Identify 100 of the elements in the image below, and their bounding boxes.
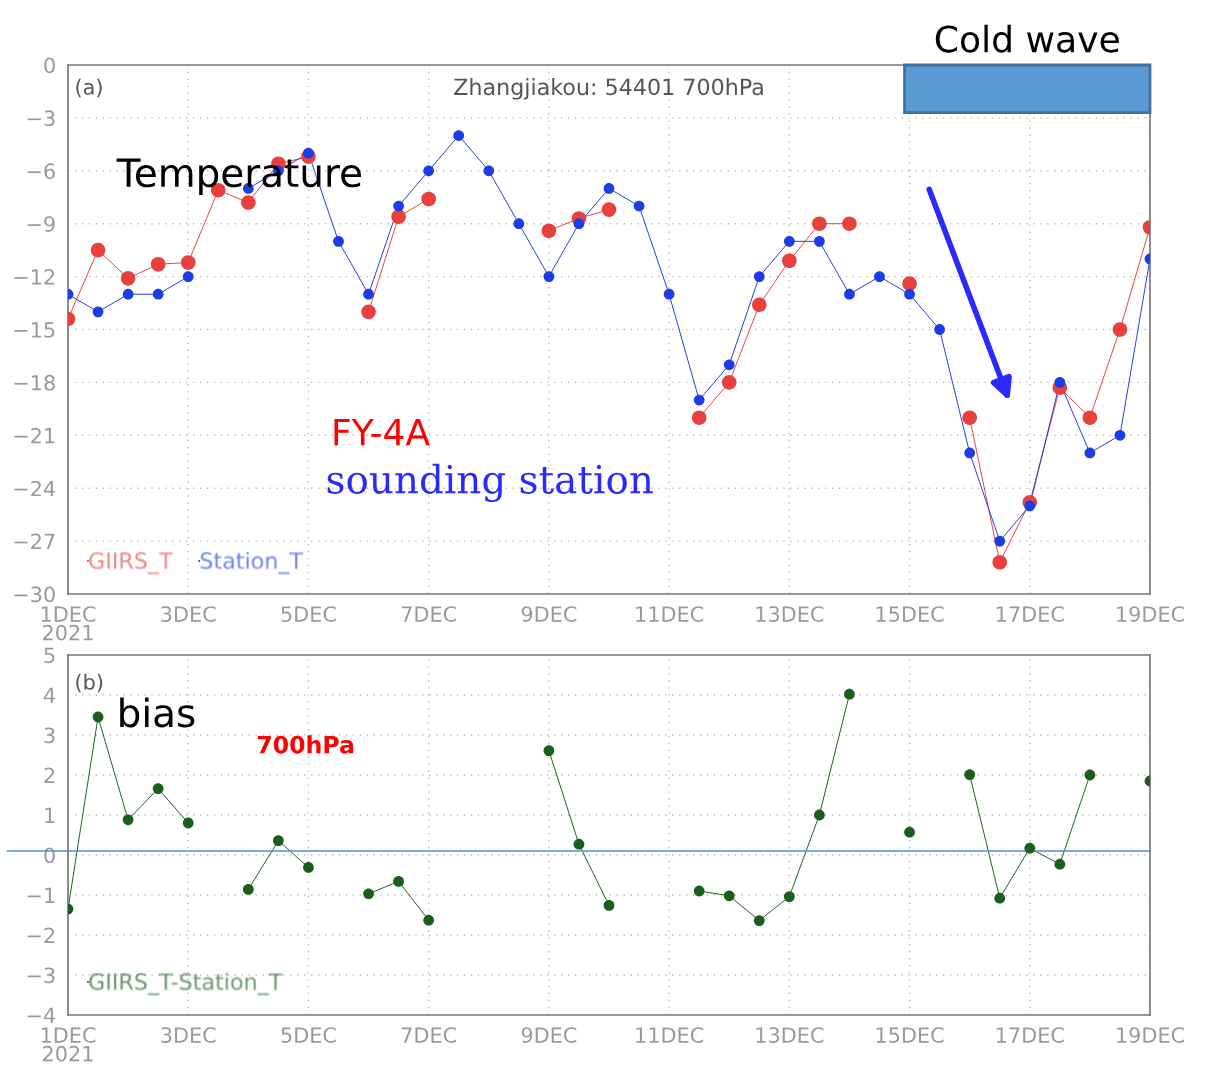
point: [303, 147, 314, 159]
point: [751, 297, 767, 313]
x-tick-label: 3DEC: [161, 1027, 216, 1043]
point: [423, 914, 435, 926]
point: [994, 892, 1006, 904]
point: [874, 271, 885, 282]
y-tick-label: −9: [27, 216, 55, 232]
point: [333, 235, 344, 247]
point: [242, 884, 254, 895]
y-tick-label: −6: [27, 163, 55, 180]
annotation: bias: [120, 697, 195, 728]
point: [693, 394, 705, 406]
point: [423, 165, 435, 177]
point: [92, 306, 104, 318]
point: [814, 809, 825, 821]
y-tick-label: −24: [14, 480, 56, 497]
point: [541, 223, 557, 239]
point: [962, 410, 977, 425]
point: [453, 130, 465, 141]
point: [842, 216, 857, 231]
point: [964, 769, 976, 780]
x-tick-label: 11DEC: [636, 606, 704, 622]
point: [721, 375, 737, 390]
point: [152, 288, 164, 300]
point: [303, 862, 314, 873]
point: [573, 838, 585, 850]
x-tick-label: 5DEC: [281, 1027, 336, 1043]
point: [1084, 447, 1096, 459]
y-tick-label: 4: [43, 687, 56, 703]
point: [363, 888, 374, 900]
y-tick-label: 0: [44, 847, 55, 864]
y-tick-label: −3: [27, 110, 55, 127]
point: [992, 554, 1008, 570]
point: [152, 783, 164, 794]
point: [150, 256, 166, 272]
point: [513, 218, 525, 230]
point: [573, 218, 585, 230]
x-tick-label: 5DEC: [281, 606, 336, 622]
x-tick-label: 7DEC: [401, 606, 457, 622]
point: [90, 242, 106, 258]
x-tick-label: 1DEC 2021: [41, 606, 96, 641]
point: [723, 359, 735, 371]
point: [753, 271, 765, 282]
point: [691, 410, 707, 425]
point: [361, 304, 376, 320]
point: [1114, 429, 1126, 441]
point: [693, 885, 705, 897]
x-tick-label: 11DEC: [636, 1027, 704, 1043]
point: [483, 165, 495, 177]
point: [782, 253, 797, 269]
x-tick-label: 9DEC: [521, 606, 577, 622]
x-tick-label: 19DEC: [1117, 606, 1184, 622]
point: [543, 271, 555, 282]
point: [1024, 500, 1036, 512]
y-tick-label: −2: [27, 927, 55, 943]
point: [783, 891, 795, 902]
y-tick-label: −30: [14, 586, 55, 603]
point: [844, 288, 855, 300]
point: [241, 195, 256, 210]
point: [753, 915, 765, 926]
annotation: sounding station: [327, 463, 653, 503]
y-tick-label: −15: [14, 322, 55, 338]
y-tick-label: −1: [27, 887, 55, 903]
point: [603, 900, 615, 911]
point: [180, 255, 196, 270]
point: [964, 447, 976, 459]
point: [273, 835, 284, 846]
point: [603, 183, 615, 194]
point: [92, 711, 104, 723]
x-tick-label: 15DEC: [876, 606, 944, 622]
point: [1084, 769, 1096, 781]
point: [633, 200, 645, 212]
x-tick-label: 13DEC: [756, 606, 824, 622]
point: [120, 271, 136, 286]
point: [814, 235, 825, 247]
band-label: Cold wave: [935, 24, 1119, 53]
x-tick-label: 7DEC: [401, 1027, 457, 1043]
y-tick-label: −27: [14, 533, 55, 550]
x-tick-label: 13DEC: [756, 1027, 824, 1043]
point: [1054, 858, 1066, 870]
annotation: 700hPa: [257, 735, 354, 754]
y-tick-label: −18: [14, 374, 55, 391]
x-tick-label: 1DEC 2021: [41, 1027, 96, 1062]
point: [182, 817, 194, 829]
text: Zhangjiakou: 54401 700hPa: [454, 78, 763, 100]
y-tick-label: 1: [45, 807, 55, 823]
point: [934, 324, 945, 335]
x-tick-label: 3DEC: [161, 606, 216, 622]
legend-label: GIIRS_T: [89, 552, 173, 574]
point: [902, 276, 917, 291]
y-tick-label: 5: [44, 647, 55, 664]
point: [1024, 842, 1036, 854]
point: [122, 288, 134, 300]
point: [421, 191, 436, 207]
point: [182, 271, 194, 282]
point: [543, 745, 555, 756]
legend-label: GIIRS_T-Station_T: [89, 972, 283, 995]
y-tick-label: 0: [44, 57, 55, 74]
point: [844, 688, 855, 700]
point: [363, 288, 374, 300]
